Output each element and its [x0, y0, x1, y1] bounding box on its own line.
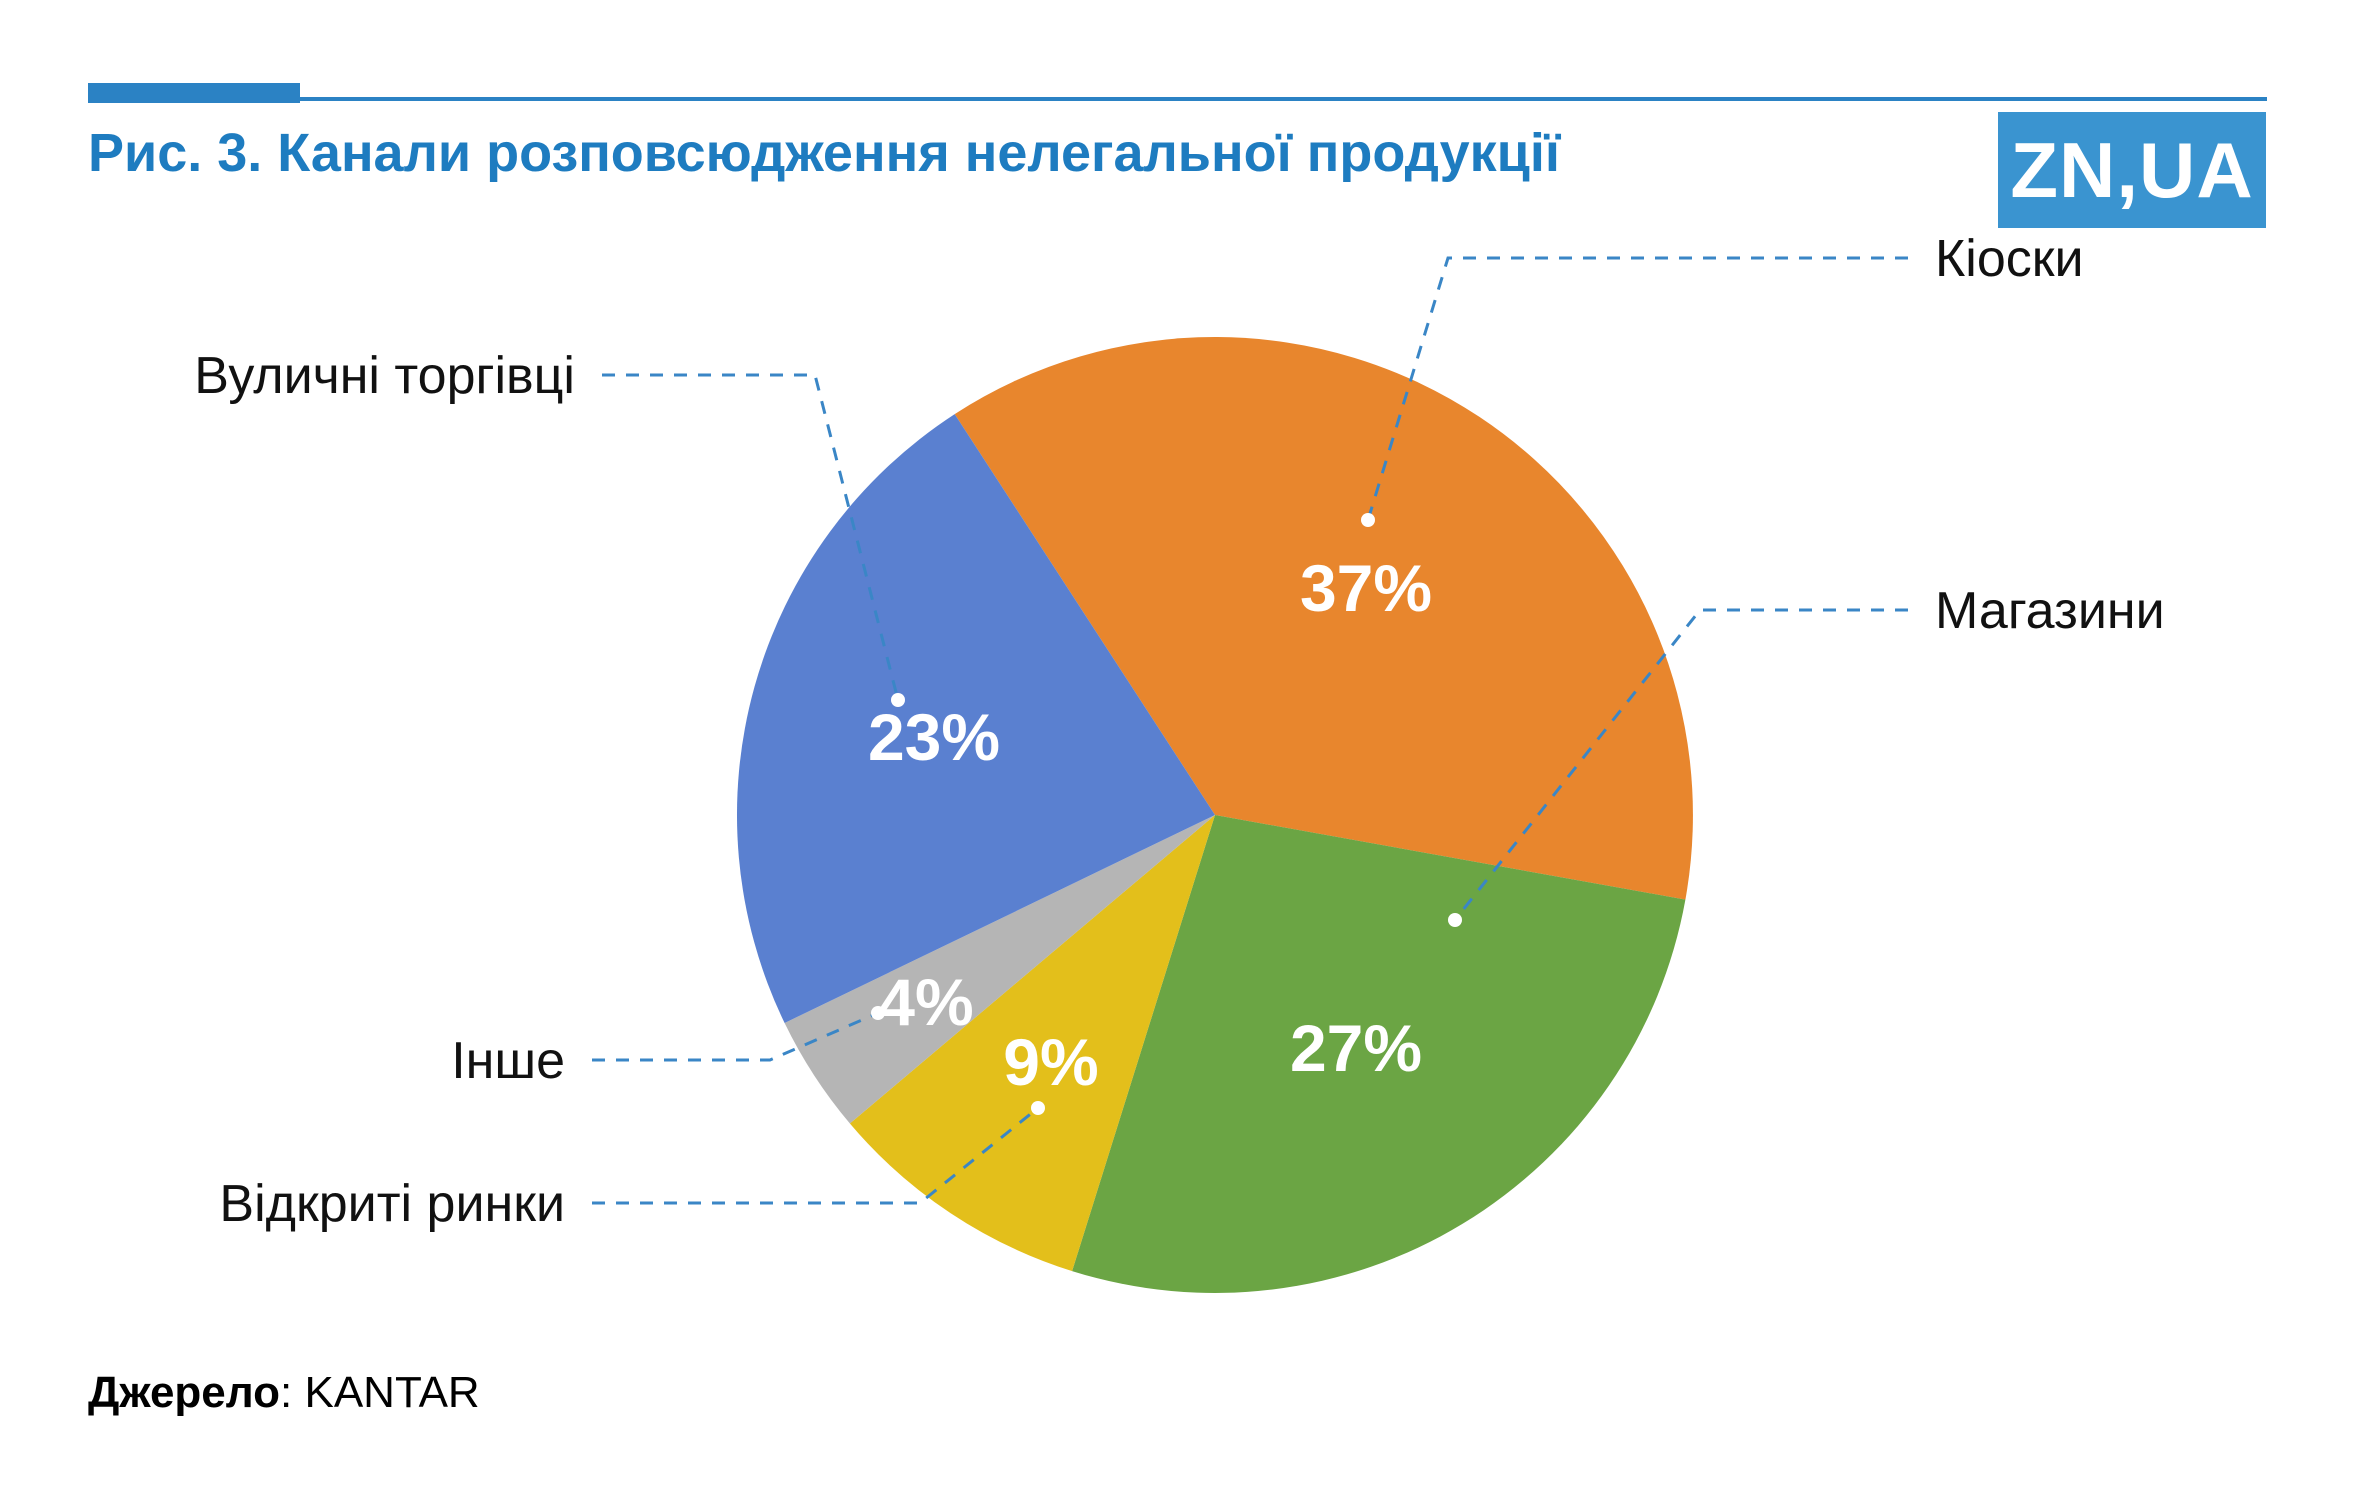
- znua-logo-text: ZN,UA: [2010, 125, 2254, 214]
- slice-label-kiosks: Кіоски: [1935, 230, 2084, 288]
- pct-label-street-vendors: 23%: [868, 700, 1000, 774]
- pie-slice-stores: [1072, 815, 1686, 1293]
- pie-slice-kiosks: [954, 337, 1693, 900]
- leader-line-kiosks: [1366, 256, 1908, 521]
- source-note: Джерело: KANTAR: [88, 1368, 480, 1418]
- slice-label-stores: Магазини: [1935, 582, 2165, 640]
- leader-dot-stores: [1448, 913, 1462, 927]
- pct-label-open-markets: 9%: [1003, 1025, 1098, 1099]
- pie-slice-open-markets: [849, 815, 1215, 1272]
- figure-title: Рис. 3. Канали розповсюдження нелегально…: [88, 123, 1561, 183]
- pie-slice-other: [784, 815, 1215, 1124]
- slice-label-open-markets: Відкриті ринки: [219, 1175, 565, 1233]
- source-label: Джерело: [88, 1368, 281, 1417]
- pct-label-kiosks: 37%: [1300, 551, 1432, 625]
- leader-dot-street-vendors: [891, 693, 905, 707]
- header-rule: [88, 97, 2267, 101]
- leader-line-other: [592, 1011, 879, 1062]
- leader-dot-other: [871, 1006, 885, 1020]
- leader-dot-open-markets: [1031, 1101, 1045, 1115]
- header-rule-accent: [88, 83, 300, 103]
- slice-label-other: Інше: [451, 1032, 565, 1090]
- source-value: : KANTAR: [280, 1368, 480, 1417]
- leader-line-street-vendors: [602, 373, 900, 701]
- pie-slice-street-vendors: [736, 414, 1215, 1024]
- znua-logo: ZN,UA: [1998, 112, 2266, 228]
- slice-label-street-vendors: Вуличні торгівці: [194, 347, 575, 405]
- leader-dot-kiosks: [1361, 513, 1375, 527]
- pct-label-stores: 27%: [1290, 1011, 1422, 1085]
- pct-label-other: 4%: [878, 965, 973, 1039]
